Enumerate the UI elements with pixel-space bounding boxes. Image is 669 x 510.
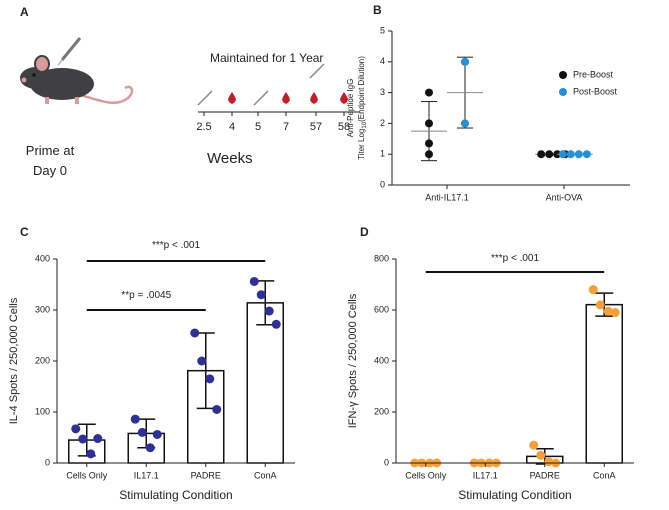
data-point xyxy=(264,306,274,316)
y-tick-label: 0 xyxy=(45,457,50,467)
data-point xyxy=(190,328,200,338)
significance-label: ***p < .001 xyxy=(152,240,201,251)
x-tick-label: Anti-IL17.1 xyxy=(425,192,469,202)
y-tick-label: 200 xyxy=(374,406,389,416)
caption: Day 0 xyxy=(33,163,67,178)
y-axis-label: IFN-γ Spots / 250,000 Cells xyxy=(347,293,359,428)
data-point xyxy=(137,427,147,437)
data-point xyxy=(145,443,155,453)
timeline-label: 4 xyxy=(229,121,235,133)
y-tick-label: 5 xyxy=(380,25,385,35)
data-point xyxy=(544,457,554,467)
data-point xyxy=(425,139,433,148)
data-point xyxy=(212,404,222,414)
y-axis-label-line: (Endpoint Dilution) xyxy=(357,56,366,122)
bar xyxy=(246,302,284,464)
x-tick-label: IL17.1 xyxy=(473,470,498,480)
legend-label: Post-Boost xyxy=(573,86,618,96)
timeline-label: 7 xyxy=(283,121,289,133)
y-tick-label: 400 xyxy=(374,355,389,365)
data-point xyxy=(71,424,81,434)
data-point xyxy=(558,150,567,159)
data-point xyxy=(86,449,96,459)
data-point xyxy=(425,150,433,159)
data-point xyxy=(461,119,469,128)
timeline-title: Maintained for 1 Year xyxy=(210,51,323,65)
y-tick-label: 2 xyxy=(380,118,385,128)
panel-label: C xyxy=(20,225,29,239)
y-axis-label-subscript: 10 xyxy=(362,121,368,128)
y-tick-label: 4 xyxy=(380,56,385,66)
y-tick-label: 1 xyxy=(380,149,385,159)
x-tick-label: PADRE xyxy=(530,470,560,480)
data-point xyxy=(595,300,605,310)
timeline-label: 5 xyxy=(255,121,261,133)
significance-label: ***p < .001 xyxy=(491,253,540,264)
panel-label: B xyxy=(373,3,382,17)
x-axis-label: Stimulating Condition xyxy=(458,488,571,502)
timeline-icons xyxy=(197,63,325,106)
y-tick-label: 800 xyxy=(374,253,389,263)
panel-label: A xyxy=(20,5,29,19)
significance-label: **p = .0045 xyxy=(121,290,171,301)
x-tick-label: ConA xyxy=(254,470,277,480)
y-axis-label: IL-4 Spots / 250,000 Cells xyxy=(8,297,20,424)
y-tick-label: 400 xyxy=(35,253,50,263)
x-tick-label: ConA xyxy=(593,470,616,480)
y-axis-label-line: Anti-Peptide IgG xyxy=(346,79,355,138)
data-point xyxy=(529,440,539,450)
timeline-label: 57 xyxy=(310,121,322,133)
x-tick-label: Anti-OVA xyxy=(546,192,583,202)
y-axis-label-line: Titer Log xyxy=(357,129,366,160)
timeline-label: 2.5 xyxy=(196,121,211,133)
data-point xyxy=(152,429,162,439)
y-tick-label: 200 xyxy=(35,355,50,365)
timeline-label: 58 xyxy=(338,121,350,133)
y-tick-label: 0 xyxy=(380,179,385,189)
data-point xyxy=(205,374,215,384)
timeline-xlabel: Weeks xyxy=(207,150,253,167)
y-tick-label: 300 xyxy=(35,304,50,314)
bar xyxy=(585,303,623,464)
x-tick-label: Cells Only xyxy=(405,470,447,480)
data-point xyxy=(93,434,103,444)
data-point xyxy=(78,434,88,444)
data-point xyxy=(425,88,433,97)
data-point xyxy=(425,119,433,128)
x-tick-label: Cells Only xyxy=(66,470,108,480)
legend-label: Pre-Boost xyxy=(573,69,614,79)
x-tick-label: PADRE xyxy=(191,470,221,480)
data-point xyxy=(249,276,259,286)
data-point xyxy=(536,450,546,460)
legend-marker xyxy=(559,71,567,79)
y-tick-label: 0 xyxy=(384,457,389,467)
y-tick-label: 3 xyxy=(380,87,385,97)
y-tick-label: 600 xyxy=(374,304,389,314)
y-axis-label: Anti-Peptide IgGTiter Log10(Endpoint Dil… xyxy=(346,56,368,160)
legend-marker xyxy=(559,88,567,96)
data-point xyxy=(545,150,554,159)
data-point xyxy=(130,414,140,424)
data-point xyxy=(566,150,575,159)
data-point xyxy=(537,150,546,159)
data-point xyxy=(610,308,620,318)
x-axis-label: Stimulating Condition xyxy=(119,488,232,502)
mouse-illustration xyxy=(20,37,134,105)
data-point xyxy=(256,290,266,300)
caption: Prime at xyxy=(26,143,75,158)
data-point xyxy=(588,285,598,295)
data-point xyxy=(582,150,591,159)
data-point xyxy=(271,319,281,329)
data-point xyxy=(197,356,207,366)
data-point xyxy=(603,306,613,316)
data-point xyxy=(574,150,583,159)
panel-label: D xyxy=(360,225,369,239)
data-point xyxy=(461,57,469,66)
y-tick-label: 100 xyxy=(35,406,50,416)
x-tick-label: IL17.1 xyxy=(134,470,159,480)
blood-drops xyxy=(228,92,348,104)
